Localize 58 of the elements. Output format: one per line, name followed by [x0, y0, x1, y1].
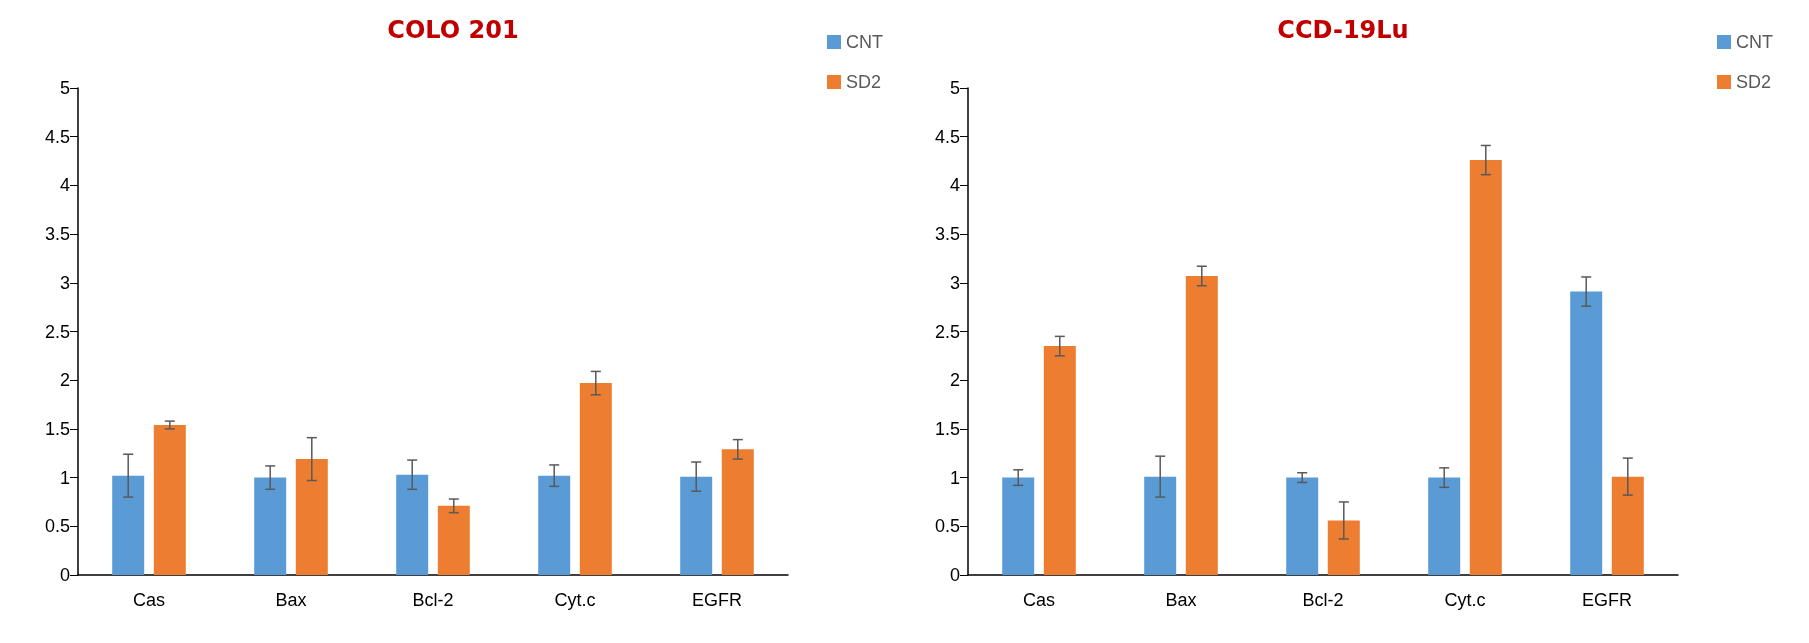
x-tick-label: EGFR: [1581, 590, 1633, 610]
y-tick-label: 0: [949, 565, 960, 585]
x-tick-label: Bax: [275, 590, 307, 610]
y-tick-label: 1: [949, 467, 960, 488]
y-tick-label: 2: [59, 370, 70, 391]
bar: [295, 459, 328, 575]
legend-label: SD2: [1736, 72, 1772, 92]
x-tick-label: Bcl-2: [1302, 590, 1344, 610]
y-tick-label: 5: [59, 78, 70, 98]
bar: [254, 477, 287, 575]
y-tick-label: 1: [59, 467, 70, 488]
bar: [538, 475, 571, 575]
y-tick-label: 2: [949, 370, 960, 391]
bar: [721, 449, 754, 575]
x-tick-label: EGFR: [691, 590, 743, 610]
y-tick-label: 3: [59, 272, 70, 293]
chart-title: CCD-19Lu: [1277, 16, 1409, 44]
y-tick-label: 4: [949, 175, 960, 196]
y-tick-label: 4.5: [44, 126, 70, 147]
bar: [396, 474, 429, 575]
bar: [1144, 476, 1177, 575]
x-tick-label: Bax: [1165, 590, 1197, 610]
legend-label: CNT: [846, 32, 884, 52]
x-tick-label: Cyt.c: [554, 590, 596, 610]
bar: [579, 383, 612, 575]
bar: [1286, 477, 1319, 575]
x-tick-label: Cas: [1022, 590, 1056, 610]
bar: [153, 425, 186, 575]
bar: [437, 505, 470, 575]
bar: [1043, 346, 1076, 575]
y-tick-label: 2.5: [44, 321, 70, 342]
bar: [680, 476, 713, 575]
bar: [1327, 520, 1360, 575]
x-tick-label: Cas: [132, 590, 166, 610]
y-tick-label: 4.5: [934, 126, 960, 147]
y-tick-label: 0.5: [44, 516, 70, 537]
y-tick-label: 0.5: [934, 516, 960, 537]
legend-label: SD2: [846, 72, 882, 92]
bar: [112, 475, 145, 575]
y-tick-label: 4: [59, 175, 70, 196]
y-tick-label: 1.5: [934, 418, 960, 439]
bar: [1469, 160, 1502, 575]
y-tick-label: 1.5: [44, 418, 70, 439]
y-tick-label: 0: [59, 565, 70, 585]
bar: [1185, 275, 1218, 575]
y-tick-label: 3.5: [934, 224, 960, 245]
bar: [1611, 476, 1644, 575]
y-tick-label: 5: [949, 78, 960, 98]
bar: [1428, 477, 1461, 575]
y-tick-label: 2.5: [934, 321, 960, 342]
x-tick-label: Cyt.c: [1444, 590, 1486, 610]
y-tick-label: 3.5: [44, 224, 70, 245]
x-tick-label: Bcl-2: [412, 590, 454, 610]
bar: [1570, 291, 1603, 575]
chart-title: COLO 201: [387, 16, 519, 44]
bar: [1002, 477, 1035, 575]
y-tick-label: 3: [949, 272, 960, 293]
legend-label: CNT: [1736, 32, 1774, 52]
